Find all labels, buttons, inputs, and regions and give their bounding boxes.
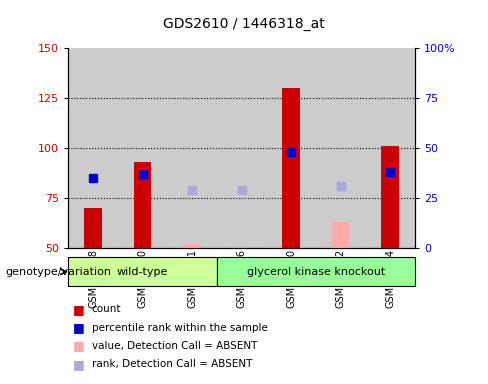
FancyBboxPatch shape <box>217 257 415 286</box>
Text: percentile rank within the sample: percentile rank within the sample <box>92 323 267 333</box>
Text: genotype/variation: genotype/variation <box>5 266 111 277</box>
Bar <box>283 88 300 248</box>
Text: glycerol kinase knockout: glycerol kinase knockout <box>246 266 385 277</box>
Text: ■: ■ <box>73 321 85 334</box>
Bar <box>366 48 415 248</box>
Bar <box>217 48 266 248</box>
Text: rank, Detection Call = ABSENT: rank, Detection Call = ABSENT <box>92 359 252 369</box>
Bar <box>316 48 366 248</box>
Text: count: count <box>92 304 121 314</box>
Bar <box>84 208 102 248</box>
Bar <box>167 48 217 248</box>
Text: ■: ■ <box>73 303 85 316</box>
Text: ■: ■ <box>73 358 85 371</box>
Text: value, Detection Call = ABSENT: value, Detection Call = ABSENT <box>92 341 257 351</box>
Bar <box>382 146 399 248</box>
FancyBboxPatch shape <box>68 257 217 286</box>
Text: GDS2610 / 1446318_at: GDS2610 / 1446318_at <box>163 17 325 31</box>
Text: ■: ■ <box>73 339 85 353</box>
Bar <box>332 222 349 248</box>
Bar <box>118 48 167 248</box>
Bar <box>134 162 151 248</box>
Bar <box>183 244 201 248</box>
Text: wild-type: wild-type <box>117 266 168 277</box>
Bar <box>68 48 118 248</box>
Bar <box>266 48 316 248</box>
